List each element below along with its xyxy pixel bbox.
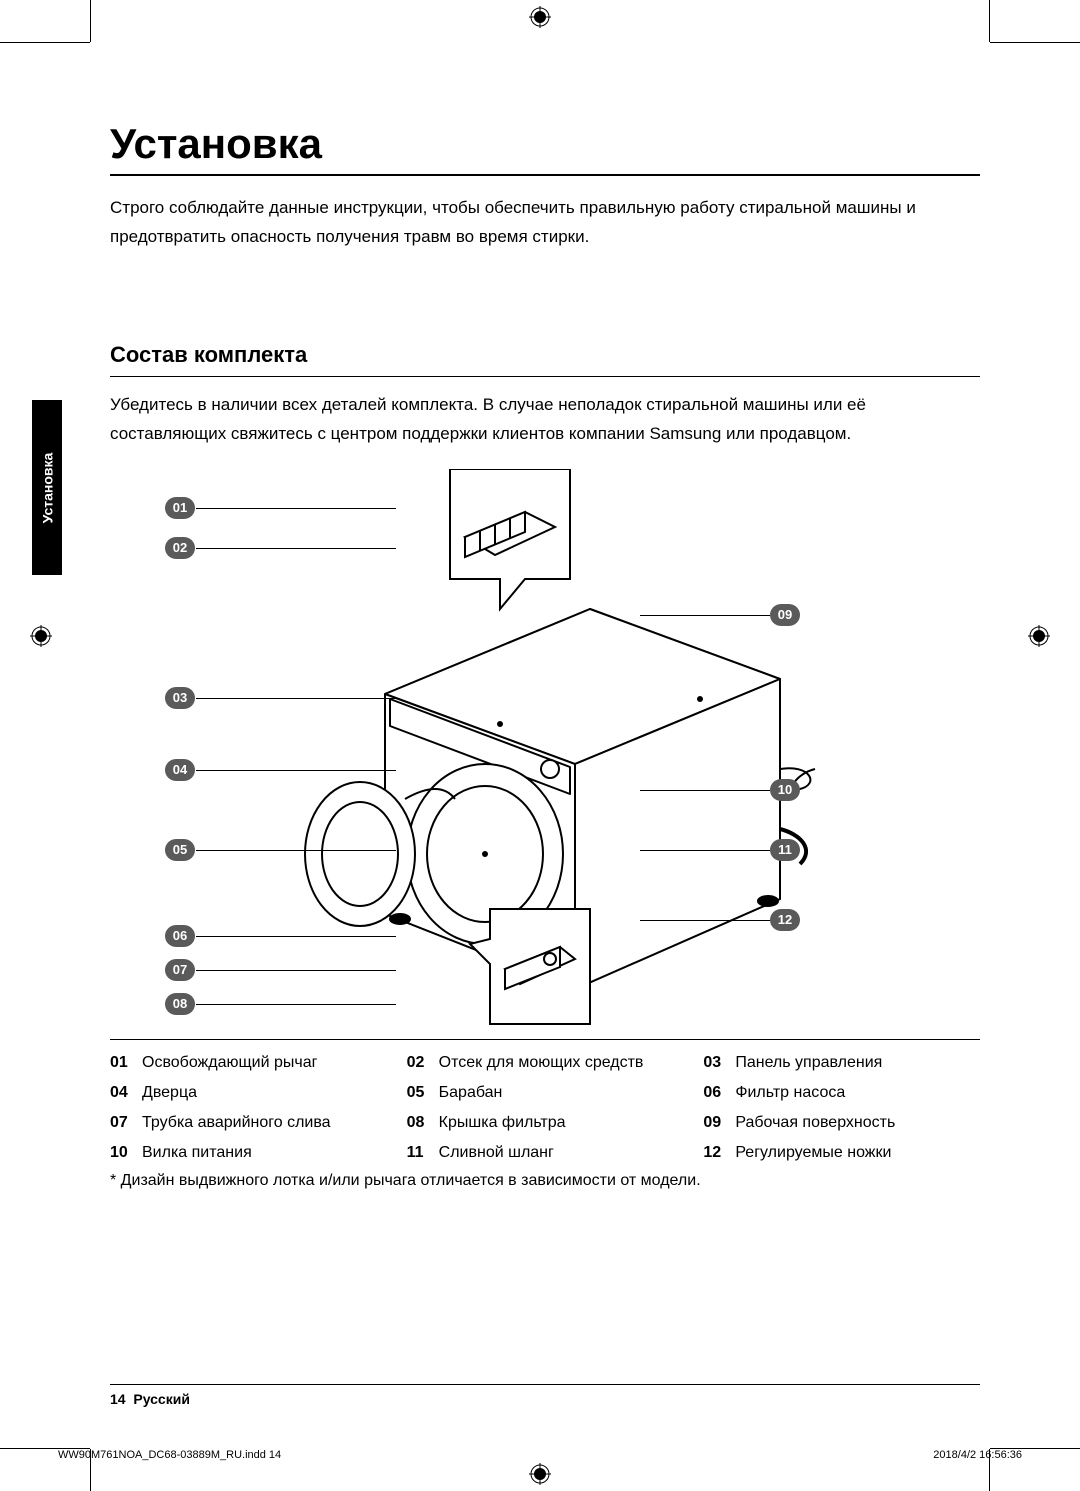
parts-item-number: 11 [407,1144,431,1162]
callout-02: 02 [165,537,195,559]
page-footer: 14 Русский [110,1384,980,1407]
parts-item: 04 Дверца [110,1084,387,1102]
leader-line [196,548,396,549]
parts-item: 10 Вилка питания [110,1144,387,1162]
parts-item-number: 04 [110,1084,134,1102]
parts-item-number: 09 [703,1114,727,1132]
print-meta-left: WW90M761NOA_DC68-03889M_RU.indd 14 [58,1449,281,1461]
parts-item-label: Сливной шланг [439,1144,554,1162]
section-intro: Убедитесь в наличии всех деталей комплек… [110,391,960,449]
parts-legend: 01 Освобождающий рычаг 02 Отсек для моющих … [110,1054,980,1162]
leader-line [640,615,770,616]
intro-text: Строго соблюдайте данные инструкции, что… [110,194,960,252]
callout-09: 09 [770,604,800,626]
divider [110,376,980,377]
side-tab-label: Установка [39,452,55,523]
leader-line [640,850,770,851]
leader-line [196,970,396,971]
parts-item: 01 Освобождающий рычаг [110,1054,387,1072]
leader-line [196,770,396,771]
footer-lang: Русский [133,1391,190,1407]
parts-item: 08 Крышка фильтра [407,1114,684,1132]
parts-item: 11 Сливной шланг [407,1144,684,1162]
parts-item-label: Отсек для моющих средств [439,1054,644,1072]
parts-item: 06 Фильтр насоса [703,1084,980,1102]
callout-04: 04 [165,759,195,781]
leader-line [196,698,396,699]
parts-item: 03 Панель управления [703,1054,980,1072]
registration-mark [30,625,52,647]
parts-item: 12 Регулируемые ножки [703,1144,980,1162]
parts-item-label: Фильтр насоса [735,1084,845,1102]
divider [110,1039,980,1040]
callout-03: 03 [165,687,195,709]
crop-mark [0,42,90,43]
parts-item-label: Регулируемые ножки [735,1144,891,1162]
crop-mark [990,42,1080,43]
print-meta-right: 2018/4/2 16:56:36 [933,1449,1022,1461]
side-tab: Установка [32,400,62,575]
crop-mark [90,0,91,42]
parts-item-number: 01 [110,1054,134,1072]
washing-machine-illustration [240,469,840,1029]
callout-06: 06 [165,925,195,947]
parts-item: 09 Рабочая поверхность [703,1114,980,1132]
leader-line [640,790,770,791]
parts-item-number: 07 [110,1114,134,1132]
parts-item-number: 08 [407,1114,431,1132]
callout-11: 11 [770,839,800,861]
parts-item-label: Вилка питания [142,1144,252,1162]
parts-item-label: Крышка фильтра [439,1114,566,1132]
callout-01: 01 [165,497,195,519]
registration-mark [529,1463,551,1485]
registration-mark [1028,625,1050,647]
parts-item-label: Трубка аварийного слива [142,1114,331,1132]
crop-mark [989,0,990,42]
parts-item-number: 10 [110,1144,134,1162]
parts-item-label: Освобождающий рычаг [142,1054,317,1072]
parts-item: 02 Отсек для моющих средств [407,1054,684,1072]
parts-item: 07 Трубка аварийного слива [110,1114,387,1132]
parts-item: 05 Барабан [407,1084,684,1102]
leader-line [196,1004,396,1005]
parts-item-label: Рабочая поверхность [735,1114,895,1132]
leader-line [196,850,396,851]
leader-line [196,508,396,509]
footnote: * Дизайн выдвижного лотка и/или рычага о… [110,1172,980,1190]
callout-08: 08 [165,993,195,1015]
page-title: Установка [110,120,980,168]
parts-item-label: Барабан [439,1084,503,1102]
parts-item-number: 12 [703,1144,727,1162]
leader-line [196,936,396,937]
parts-item-number: 02 [407,1054,431,1072]
callout-07: 07 [165,959,195,981]
parts-item-number: 05 [407,1084,431,1102]
callout-10: 10 [770,779,800,801]
parts-item-number: 03 [703,1054,727,1072]
footer-page-number: 14 [110,1391,126,1407]
divider [110,174,980,176]
washer-diagram: 01 02 03 04 05 06 07 08 09 10 11 12 [110,469,980,1029]
parts-item-label: Дверца [142,1084,197,1102]
parts-item-label: Панель управления [735,1054,882,1072]
registration-mark [529,6,551,28]
callout-05: 05 [165,839,195,861]
parts-item-number: 06 [703,1084,727,1102]
callout-12: 12 [770,909,800,931]
section-title: Состав комплекта [110,342,980,368]
leader-line [640,920,770,921]
